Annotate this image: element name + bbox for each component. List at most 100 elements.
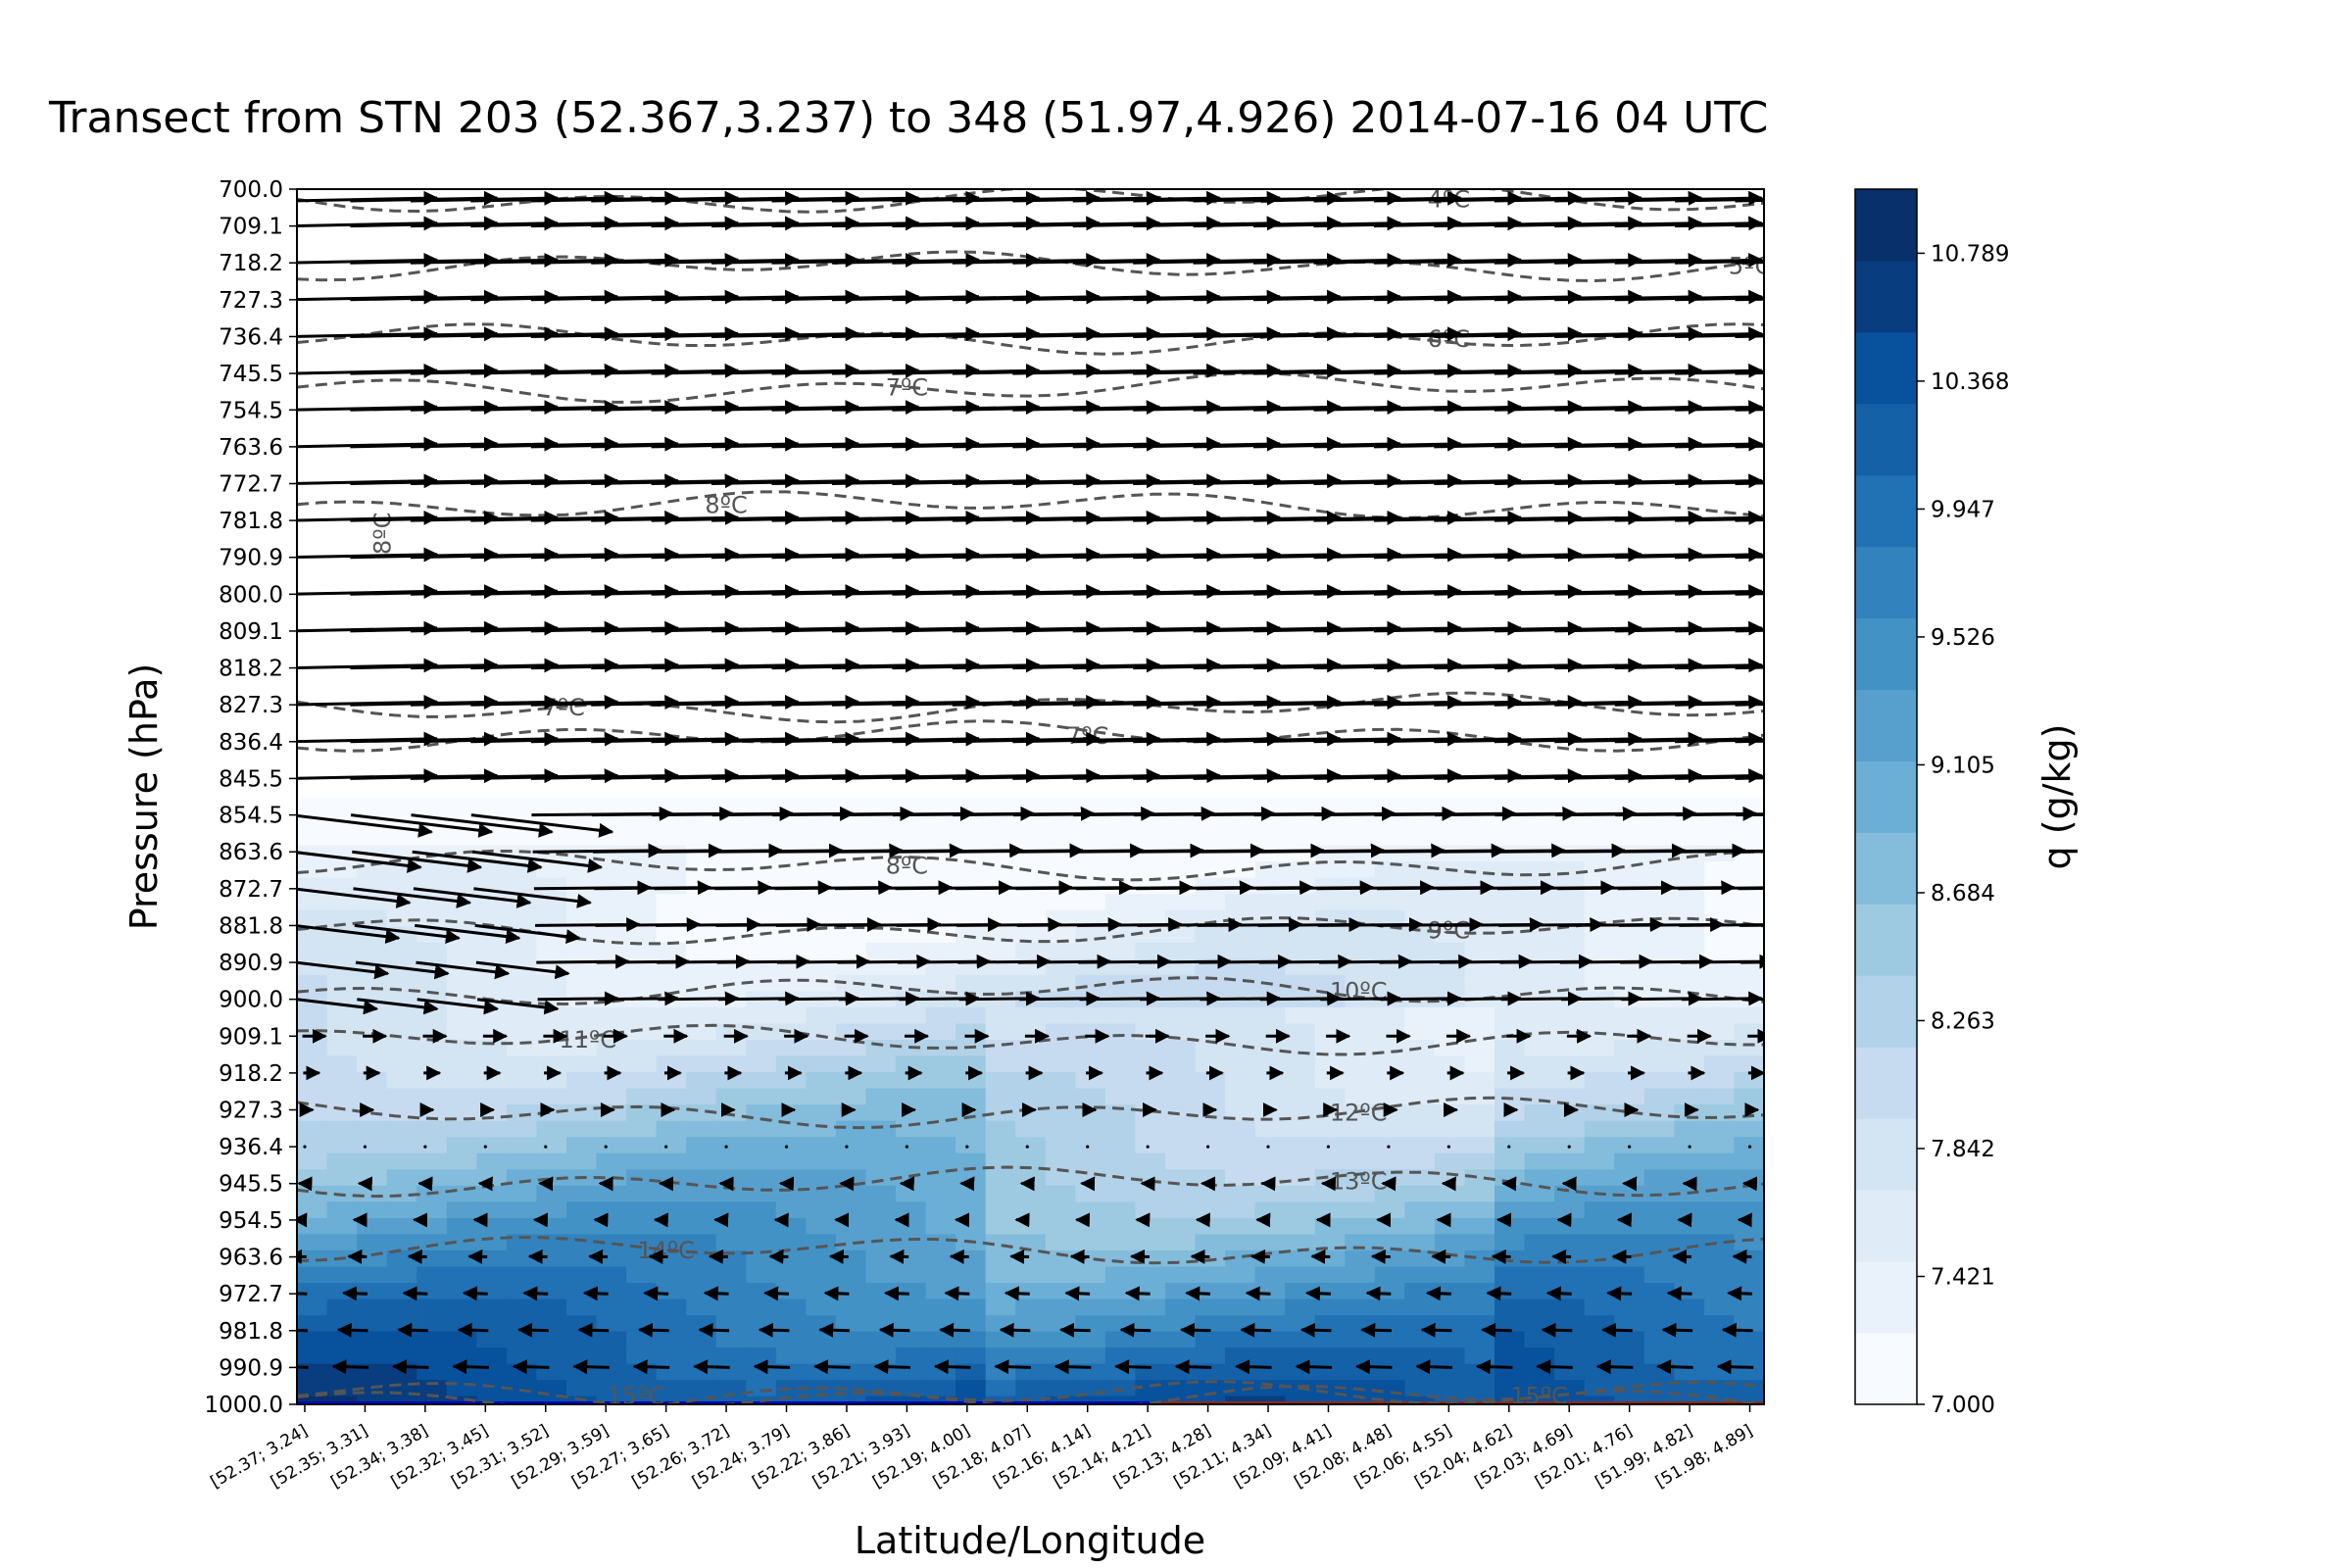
colorbar-tick-label: 10.368 (1931, 369, 2009, 395)
humidity-cell (1703, 829, 1736, 847)
humidity-cell (536, 1185, 567, 1203)
humidity-cell (297, 1234, 328, 1251)
humidity-cell (896, 942, 927, 960)
humidity-cell (656, 1152, 688, 1171)
humidity-cell (806, 1201, 837, 1219)
humidity-cell (506, 1006, 538, 1025)
humidity-cell (596, 926, 628, 944)
humidity-cell (925, 1234, 957, 1251)
humidity-cell (806, 1396, 837, 1404)
humidity-cell (1674, 1152, 1705, 1171)
humidity-cell (656, 942, 688, 960)
humidity-cell (1135, 1234, 1166, 1251)
humidity-cell (1524, 1152, 1556, 1171)
humidity-cell (386, 1185, 418, 1203)
humidity-cell (1195, 861, 1227, 879)
humidity-cell (925, 1348, 957, 1365)
humidity-cell (925, 1137, 957, 1154)
wind-arrow (828, 1249, 849, 1264)
humidity-cell (1643, 1298, 1676, 1316)
humidity-cell (1135, 1137, 1166, 1154)
humidity-cell (1195, 1266, 1227, 1284)
humidity-cell (1554, 1266, 1586, 1284)
humidity-cell (1464, 845, 1496, 863)
humidity-cell (506, 1396, 538, 1404)
humidity-cell (746, 1072, 777, 1090)
humidity-cell (416, 1315, 448, 1333)
humidity-cell (1584, 845, 1616, 863)
humidity-cell (1285, 942, 1316, 960)
humidity-cell (1764, 813, 1795, 831)
humidity-cell (357, 1234, 388, 1251)
y-tick-label: 945.5 (219, 1172, 283, 1198)
humidity-cell (596, 1072, 628, 1090)
humidity-cell (656, 797, 688, 814)
humidity-cell (1254, 1331, 1287, 1349)
humidity-cell (1584, 974, 1616, 993)
humidity-cell (746, 1266, 777, 1284)
humidity-cell (446, 829, 478, 847)
humidity-cell (1643, 1266, 1676, 1284)
humidity-cell (1434, 1006, 1466, 1025)
humidity-cell (1165, 1088, 1197, 1106)
humidity-cell (806, 1137, 837, 1154)
humidity-cell (865, 1072, 898, 1090)
humidity-cell (1494, 1234, 1526, 1251)
humidity-cell (1285, 1072, 1316, 1090)
humidity-cell (1554, 926, 1586, 944)
humidity-cell (596, 1088, 628, 1106)
humidity-cell (985, 1217, 1017, 1236)
humidity-cell (1195, 1331, 1227, 1349)
y-tick-label: 927.3 (219, 1099, 283, 1124)
humidity-cell (775, 1055, 808, 1073)
humidity-cell (626, 1104, 658, 1122)
humidity-cell (1764, 1089, 1795, 1106)
humidity-cell (626, 1348, 658, 1365)
humidity-cell (1345, 974, 1376, 993)
humidity-cell (865, 1040, 898, 1057)
wind-arrow (1727, 1286, 1753, 1301)
humidity-cell (1075, 1348, 1106, 1365)
humidity-cell (715, 1120, 748, 1139)
humidity-cell (1494, 797, 1526, 814)
temperature-contour (297, 1023, 1764, 1056)
humidity-cell (1674, 1250, 1705, 1268)
colorbar-tick-label: 8.263 (1931, 1008, 1995, 1034)
humidity-cell (715, 1055, 748, 1073)
humidity-cell (1584, 1298, 1616, 1316)
humidity-cell (925, 1055, 957, 1073)
wind-arrow (1606, 1286, 1633, 1301)
humidity-cell (775, 1006, 808, 1025)
humidity-cell (865, 1023, 898, 1041)
humidity-cell (1524, 1055, 1556, 1073)
wind-arrow (476, 998, 560, 1015)
humidity-cell (1225, 861, 1256, 879)
humidity-cell (326, 1137, 359, 1154)
humidity-cell (985, 1250, 1017, 1268)
wind-arrow (905, 1145, 908, 1149)
humidity-cell (297, 829, 328, 847)
wind-arrow (355, 960, 450, 980)
humidity-cell (925, 1023, 957, 1041)
humidity-cell (1494, 1072, 1526, 1090)
humidity-cell (1554, 1331, 1586, 1349)
humidity-cell (357, 1331, 388, 1349)
humidity-cell (1345, 1396, 1376, 1404)
humidity-cell (806, 1120, 837, 1139)
humidity-cell (1764, 926, 1795, 944)
humidity-cell (1225, 1217, 1256, 1236)
humidity-cell (626, 926, 658, 944)
humidity-cell (1464, 1055, 1496, 1073)
wind-arrow (994, 1359, 1031, 1375)
humidity-cell (865, 1298, 898, 1316)
humidity-cell (1045, 1185, 1077, 1203)
humidity-cell (686, 1120, 717, 1139)
humidity-cell (446, 1396, 478, 1404)
humidity-cell (1404, 974, 1436, 993)
humidity-cell (1165, 894, 1197, 911)
wind-arrow (517, 1322, 549, 1338)
humidity-cell (536, 1298, 567, 1316)
humidity-cell (1254, 1185, 1287, 1203)
y-tick-label: 736.4 (219, 324, 283, 350)
humidity-cell (1643, 942, 1676, 960)
